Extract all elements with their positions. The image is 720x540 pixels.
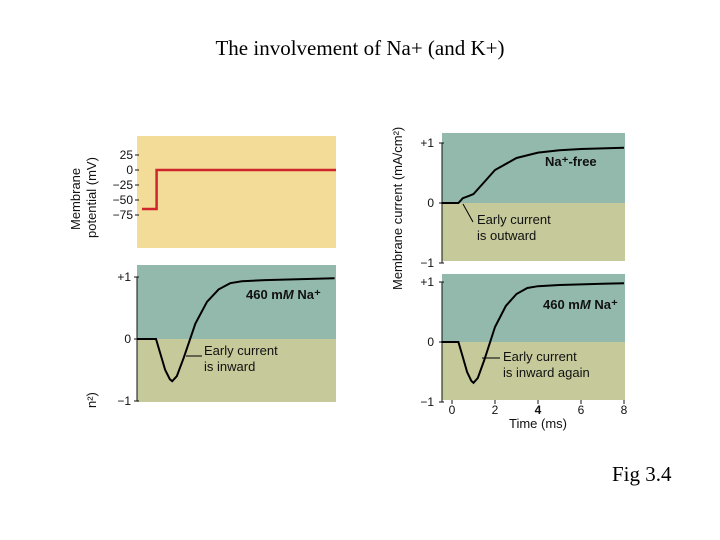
na-free-label: Na⁺-free [545,154,597,169]
left-panel-lower-background [137,339,336,402]
voltage-panel-background [137,136,336,248]
left-panel-ytick-label: +1 [117,270,131,284]
time-xtick-label: 2 [492,403,499,417]
na-free-panel: +1 0 −1 Na⁺-free Early current is outward [420,133,625,270]
left-na-label: 460 mM Na⁺ [246,287,321,302]
figure-label: Fig 3.4 [612,462,672,486]
right-panel-ytick-label: 0 [427,335,434,349]
left-current-panel: +1 0 −1 460 mM Na⁺ Early current is inward… [84,265,336,408]
left-panel-ytick-label: 0 [124,332,131,346]
na-free-annotation-line1: Early current [477,212,551,227]
time-xlabel: Time (ms) [509,416,567,431]
time-xtick-label: 0 [449,403,456,417]
left-annotation-line2: is inward [204,359,255,374]
na-free-panel-ytick-label: 0 [427,196,434,210]
na-free-lower-background [442,203,625,261]
left-current-trace [137,277,335,383]
na-free-annotation-leader [462,203,474,223]
voltage-ytick-label: 0 [126,163,133,177]
right-annotation-line2: is inward again [503,365,590,380]
left-annotation-line1: Early current [204,343,278,358]
right-na-label: 460 mM Na⁺ [543,297,618,312]
right-annotation-line1: Early current [503,349,577,364]
cut-off-ylabel: n²) [84,392,99,408]
left-panel-ytick-label: −1 [117,394,131,408]
voltage-panel: 250−25−50−75 Membrane potential (mV) [68,136,336,248]
left-panel-upper-background [137,265,336,339]
voltage-ytick-label: −75 [113,208,134,222]
na-free-panel-ytick-label: −1 [420,256,434,270]
na-free-annotation-line2: is outward [477,228,536,243]
na-free-trace [441,146,625,204]
membrane-current-ylabel: Membrane current (mA/cm²) [390,127,405,290]
right-current-trace [441,282,625,385]
voltage-ytick-label: −25 [113,178,134,192]
na-free-upper-background [442,133,625,203]
time-xtick-label: 8 [621,403,628,417]
right-current-panel: +1 0 −1 460 mM Na⁺ Early current is inward… [420,274,628,431]
na-free-panel-ytick-label: +1 [420,136,434,150]
page-title: The involvement of Na+ (and K+) [215,36,505,60]
right-panel-ytick-label: −1 [420,395,434,409]
voltage-ytick-label: −50 [113,193,134,207]
voltage-step-trace [142,168,336,211]
voltage-ylabel-line1: Membrane [68,168,83,230]
right-panel-lower-background [442,342,625,400]
voltage-ytick-label: 25 [120,148,134,162]
right-panel-ytick-label: +1 [420,275,434,289]
right-panel-upper-background [442,274,625,342]
time-xtick-label: 6 [578,403,585,417]
voltage-ylabel-line2: potential (mV) [84,157,99,238]
time-xtick-label: 4 [535,403,542,417]
